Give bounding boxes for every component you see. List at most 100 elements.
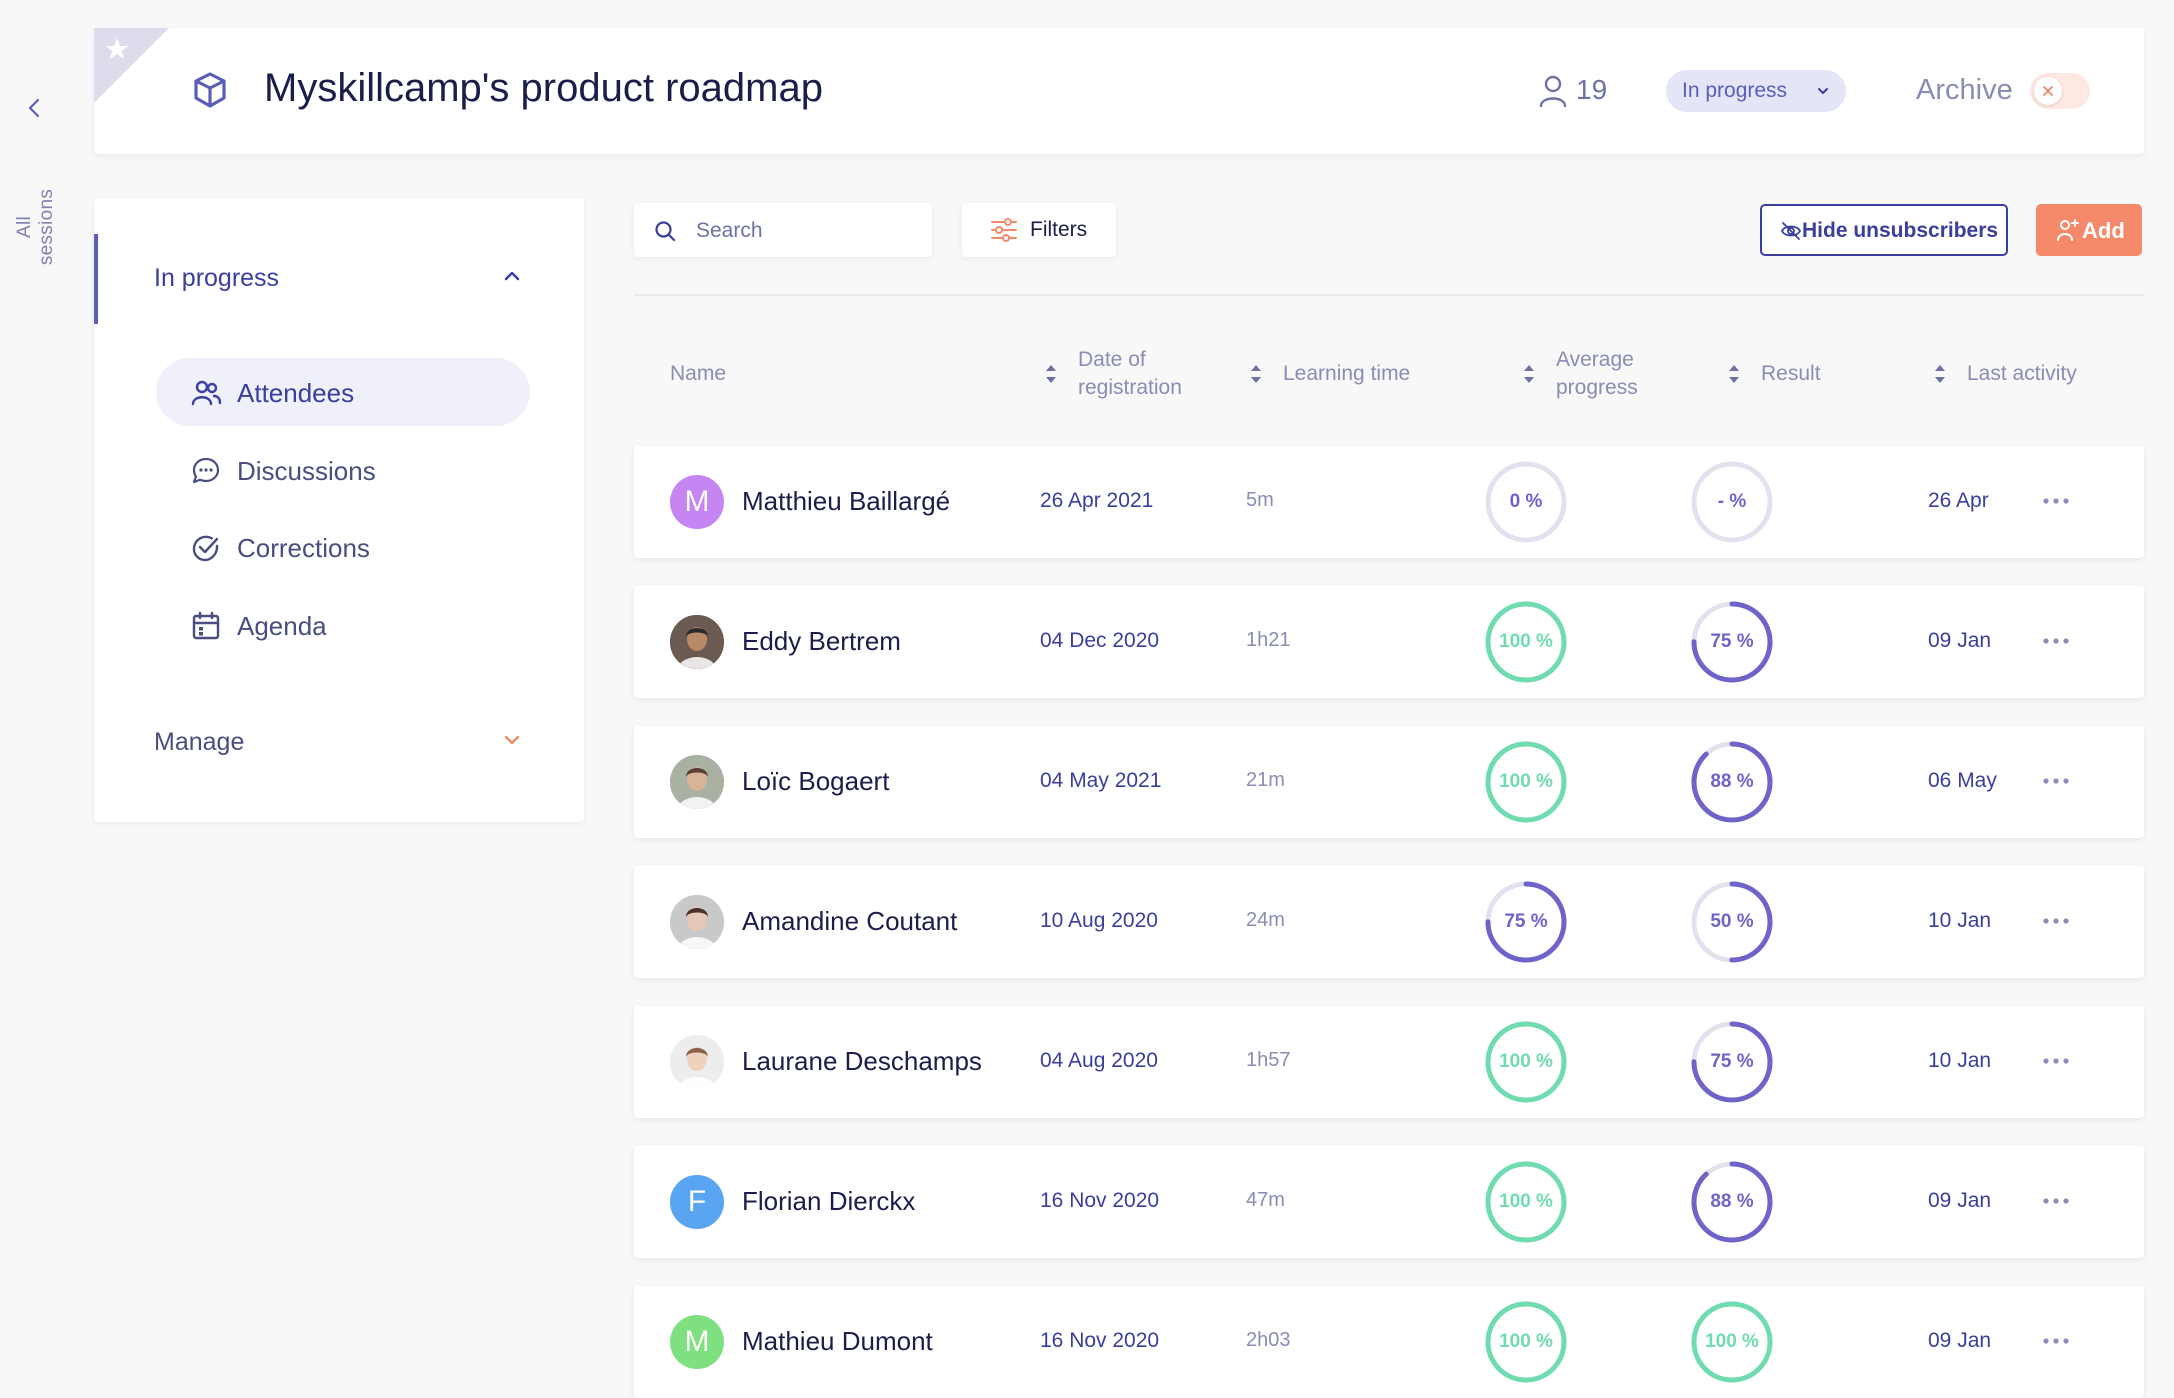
search-icon <box>655 221 676 242</box>
table-row[interactable]: Laurane Deschamps 04 Aug 2020 1h57 100 % 75 … <box>634 1006 2144 1118</box>
sort-icon[interactable] <box>1522 360 1536 388</box>
section-manage[interactable]: Manage <box>154 728 245 756</box>
last-activity: 09 Jan <box>1928 629 1992 652</box>
chevron-down-icon[interactable] <box>500 728 524 752</box>
result-ring: - % <box>1690 460 1774 544</box>
sidebar-item-discussions-label: Discussions <box>237 456 376 486</box>
column-header-date-line1: Date of <box>1078 348 1146 371</box>
more-options-icon[interactable] <box>2036 906 2076 936</box>
result-ring: 88 % <box>1690 1160 1774 1244</box>
registration-date: 16 Nov 2020 <box>1040 1329 1160 1352</box>
sidebar-item-corrections-label: Corrections <box>237 533 370 563</box>
last-activity: 26 Apr <box>1928 489 1989 512</box>
learning-time: 21m <box>1246 769 1285 791</box>
active-section-indicator <box>94 234 98 324</box>
average-progress-ring: 0 % <box>1484 460 1568 544</box>
column-header-date[interactable]: Date of registration <box>1078 346 1182 402</box>
more-options-icon[interactable] <box>2036 1326 2076 1356</box>
attendee-name[interactable]: Florian Dierckx <box>742 1186 916 1216</box>
result-ring: 88 % <box>1690 740 1774 824</box>
result-value: 75 % <box>1710 631 1754 652</box>
filters-button[interactable]: Filters <box>962 203 1116 257</box>
hide-unsubscribers-button[interactable]: Hide unsubscribers <box>1760 204 2008 256</box>
average-progress-ring: 100 % <box>1484 600 1568 684</box>
sidebar-item-attendees[interactable]: Attendees <box>156 358 530 426</box>
table-row[interactable]: Loïc Bogaert 04 May 2021 21m 100 % 88 % 06 Ma… <box>634 726 2144 838</box>
column-header-name[interactable]: Name <box>670 362 727 385</box>
table-row[interactable]: Amandine Coutant 10 Aug 2020 24m 75 % 50 % 10… <box>634 866 2144 978</box>
more-options-icon[interactable] <box>2036 766 2076 796</box>
more-options-icon[interactable] <box>2036 486 2076 516</box>
avatar-initial: M <box>684 1325 710 1358</box>
result-value: 88 % <box>1710 771 1754 792</box>
archive-toggle[interactable] <box>2030 73 2090 109</box>
search-input[interactable] <box>694 215 918 247</box>
attendee-name[interactable]: Loïc Bogaert <box>742 766 890 796</box>
chevron-down-icon <box>1818 88 1828 94</box>
column-header-last-activity[interactable]: Last activity <box>1967 362 2077 385</box>
attendee-name[interactable]: Mathieu Dumont <box>742 1326 933 1356</box>
average-progress-ring: 100 % <box>1484 1300 1568 1384</box>
table-row[interactable]: M Matthieu Baillargé 26 Apr 2021 5m 0 % - % 26… <box>634 446 2144 558</box>
learning-time: 24m <box>1246 909 1285 931</box>
sidebar-item-discussions[interactable]: Discussions <box>156 436 530 504</box>
more-options-icon[interactable] <box>2036 1046 2076 1076</box>
add-attendee-button[interactable]: Add <box>2036 204 2142 256</box>
average-progress-ring-fill <box>1485 1021 1567 1103</box>
column-header-learning-time[interactable]: Learning time <box>1283 362 1411 385</box>
attendee-name[interactable]: Laurane Deschamps <box>742 1046 982 1076</box>
add-user-icon <box>2057 219 2079 241</box>
table-row[interactable]: F Florian Dierckx 16 Nov 2020 47m 100 % 88 % 0… <box>634 1146 2144 1258</box>
section-in-progress-label: In progress <box>154 264 280 292</box>
back-chevron-icon[interactable] <box>20 94 48 122</box>
sidebar-item-agenda[interactable]: Agenda <box>156 591 530 659</box>
average-progress-value: 0 % <box>1509 491 1543 512</box>
attendee-name[interactable]: Eddy Bertrem <box>742 626 901 656</box>
search-box[interactable] <box>634 203 932 257</box>
result-ring-fill <box>1691 741 1773 823</box>
column-header-result[interactable]: Result <box>1761 362 1821 385</box>
column-header-avg-line1: Average <box>1556 348 1634 371</box>
average-progress-value: 100 % <box>1499 1051 1553 1072</box>
sort-icon[interactable] <box>1727 360 1741 388</box>
result-ring-fill <box>1691 881 1773 963</box>
sort-icon[interactable] <box>1249 360 1263 388</box>
avatar-initial: M <box>684 485 710 518</box>
result-ring: 50 % <box>1690 880 1774 964</box>
average-progress-ring: 100 % <box>1484 740 1568 824</box>
avatar-initial: F <box>687 1185 707 1218</box>
close-icon <box>2043 86 2053 96</box>
attendee-name[interactable]: Amandine Coutant <box>742 906 958 936</box>
average-progress-value: 100 % <box>1499 1331 1553 1352</box>
sort-icon[interactable] <box>1933 360 1947 388</box>
registration-date: 04 May 2021 <box>1040 769 1162 792</box>
chevron-up-icon[interactable] <box>500 264 524 288</box>
result-ring: 75 % <box>1690 600 1774 684</box>
registration-date: 16 Nov 2020 <box>1040 1189 1160 1212</box>
more-options-icon[interactable] <box>2036 626 2076 656</box>
result-value: 75 % <box>1710 1051 1754 1072</box>
attendee-name[interactable]: Matthieu Baillargé <box>742 486 951 516</box>
check-circle-icon <box>192 535 219 562</box>
all-sessions-link[interactable]: All sessions <box>14 188 57 266</box>
result-value: 50 % <box>1710 911 1754 932</box>
status-dropdown-label: In progress <box>1682 79 1788 102</box>
column-header-average-progress[interactable]: Average progress <box>1556 346 1638 402</box>
table-row[interactable]: Eddy Bertrem 04 Dec 2020 1h21 100 % 75 % 09 J… <box>634 586 2144 698</box>
result-value: - % <box>1717 491 1747 512</box>
attendee-count: 19 <box>1576 74 1608 105</box>
avatar: M <box>670 475 724 529</box>
status-dropdown[interactable]: In progress <box>1666 70 1846 112</box>
chat-bubble-icon <box>192 457 220 484</box>
more-options-icon[interactable] <box>2036 1186 2076 1216</box>
page-title: Myskillcamp's product roadmap <box>264 66 823 110</box>
average-progress-value: 100 % <box>1499 631 1553 652</box>
session-header: Myskillcamp's product roadmap 19 In prog… <box>94 28 2144 154</box>
favorite-star-icon[interactable] <box>94 28 169 103</box>
avatar: F <box>670 1175 724 1229</box>
table-row[interactable]: M Mathieu Dumont 16 Nov 2020 2h03 100 % 100 %… <box>634 1286 2144 1398</box>
avatar <box>670 1035 724 1089</box>
result-ring: 75 % <box>1690 1020 1774 1104</box>
sort-icon[interactable] <box>1044 360 1058 388</box>
sidebar-item-corrections[interactable]: Corrections <box>156 513 530 581</box>
